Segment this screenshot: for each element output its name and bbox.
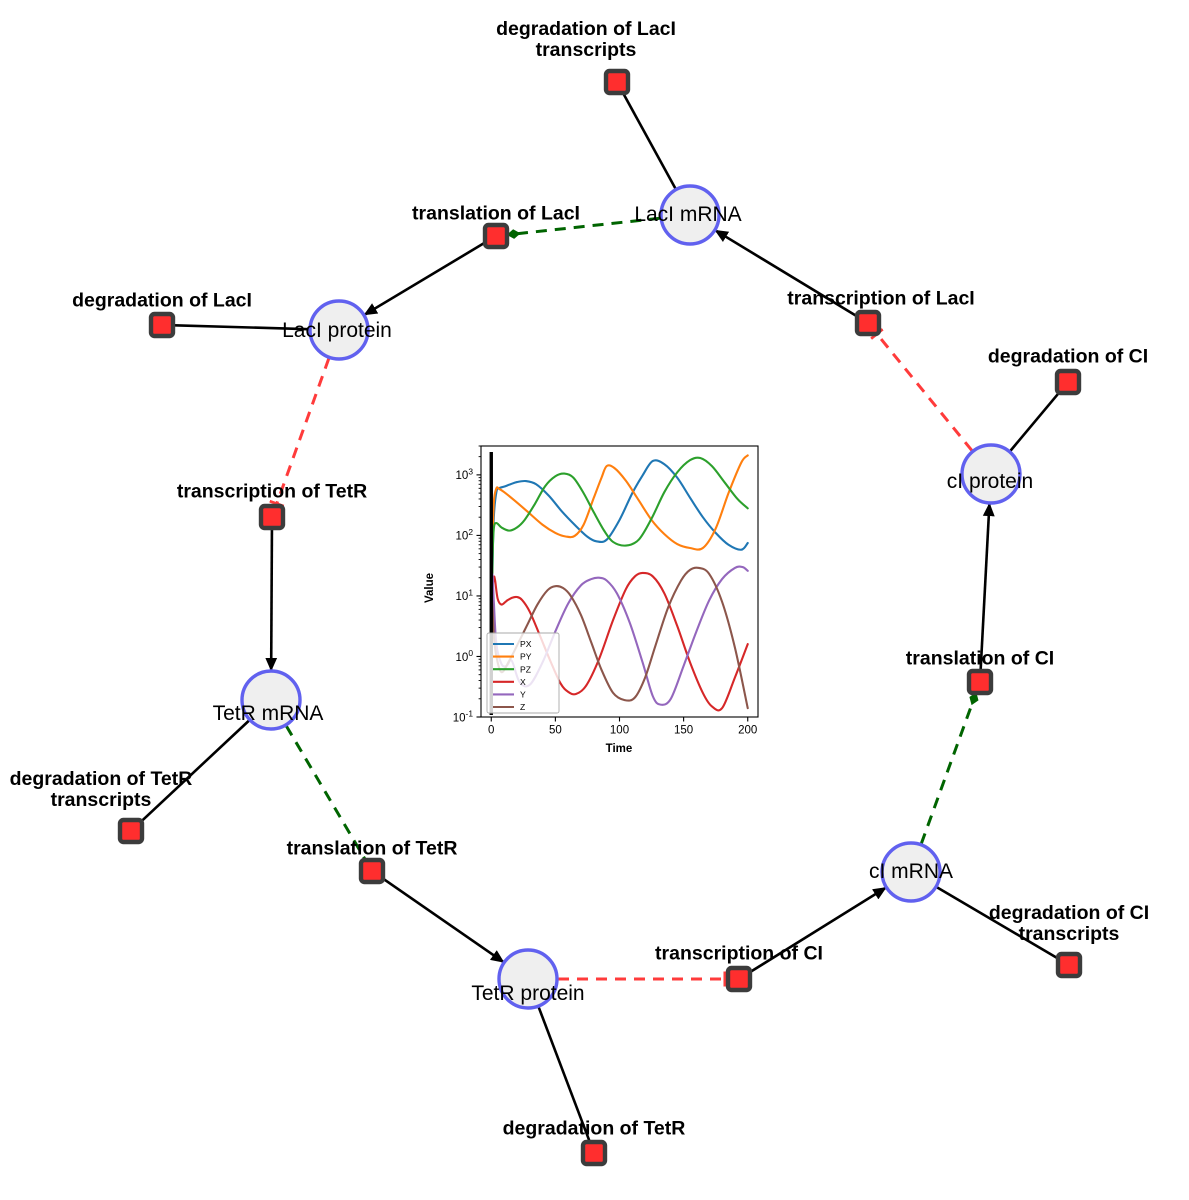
species-label: TetR protein [471, 982, 585, 1005]
species-node[interactable] [960, 443, 1022, 505]
edge-product [363, 241, 487, 316]
edge-product [265, 528, 278, 672]
reaction-node[interactable] [358, 857, 386, 885]
legend-box [486, 632, 560, 714]
reaction-node[interactable] [1055, 951, 1083, 979]
series-line-X [490, 571, 749, 712]
reaction-node[interactable] [580, 1139, 608, 1167]
edge-product [138, 719, 250, 824]
chart-legend: PX PY PZ XYZ [486, 632, 560, 714]
node-layer [117, 68, 1083, 1167]
legend-label-PY: PY [520, 652, 532, 662]
edge-product [748, 886, 887, 974]
species-node[interactable] [497, 948, 559, 1010]
legend-label-PX: PX [520, 639, 532, 649]
reaction-label: transcription of TetR [176, 480, 368, 503]
y-tick-label: 100 [456, 648, 474, 664]
y-tick-label: 101 [456, 588, 474, 604]
reaction-label: translation of CI [905, 647, 1055, 670]
reaction-label: degradation of CI [987, 345, 1149, 368]
edge-modifier [919, 692, 979, 845]
species-node[interactable] [659, 184, 721, 246]
edge-layer [138, 91, 1062, 1143]
legend-label-X: X [520, 677, 526, 687]
edge-inhibition [269, 357, 331, 508]
reaction-label: translation of LacI [412, 202, 580, 225]
series-line-PX [490, 459, 749, 658]
species-node[interactable] [240, 669, 302, 731]
legend-label-Z: Z [520, 702, 525, 712]
y-axis-minor-ticks [478, 445, 481, 700]
series-line-PY [490, 454, 749, 658]
y-tick-label: 103 [456, 467, 474, 483]
x-tick-label: 200 [738, 725, 757, 737]
species-label: LacI protein [282, 319, 392, 342]
reaction-node[interactable] [725, 965, 753, 993]
reaction-node[interactable] [966, 668, 994, 696]
reaction-label: degradation of TetR [502, 1117, 686, 1140]
chart-svg: 10-1 100 101 102 103 0 50 100 150 200 Value Time… [424, 445, 759, 755]
reaction-node[interactable] [258, 503, 286, 531]
reaction-node[interactable] [854, 309, 882, 337]
species-node[interactable] [308, 299, 370, 361]
reaction-label: degradation of TetR transcripts [9, 767, 193, 811]
species-label: cI mRNA [869, 860, 953, 883]
species-label: TetR mRNA [212, 702, 324, 725]
edge-product [1009, 390, 1062, 452]
reaction-label: transcription of CI [655, 942, 823, 965]
edge-product [537, 1006, 591, 1143]
reaction-label: translation of TetR [286, 837, 458, 860]
edge-product [173, 324, 310, 331]
edge-product [714, 229, 859, 318]
inset-timecourse-chart: 10-1 100 101 102 103 0 50 100 150 200 Value Time… [411, 428, 761, 758]
edge-product [381, 876, 505, 963]
y-tick-label: 10-1 [453, 709, 474, 725]
reaction-label: degradation of LacI [72, 289, 252, 312]
x-tick-label: 150 [674, 725, 693, 737]
edge-product [979, 502, 995, 671]
edge-product [936, 886, 1060, 961]
x-tick-label: 50 [549, 725, 562, 737]
x-tick-label: 100 [610, 725, 629, 737]
reaction-label: degradation of LacI transcripts [496, 17, 676, 61]
series-line-PZ [490, 456, 749, 658]
y-axis-title: Value [424, 573, 436, 603]
reaction-label: degradation of CI transcripts [988, 901, 1150, 945]
reaction-node[interactable] [1054, 368, 1082, 396]
legend-label-Y: Y [520, 690, 526, 700]
reaction-node[interactable] [603, 68, 631, 96]
x-axis-title: Time [606, 743, 633, 755]
reaction-node[interactable] [117, 817, 145, 845]
x-tick-label: 0 [488, 725, 494, 737]
y-tick-label: 102 [456, 527, 474, 543]
x-axis-ticks: 0 50 100 150 200 [488, 717, 757, 737]
y-axis-ticks: 10-1 100 101 102 103 [453, 467, 481, 725]
edge-modifier [506, 216, 661, 239]
reaction-node[interactable] [482, 222, 510, 250]
species-node[interactable] [880, 841, 942, 903]
species-label: cI protein [946, 470, 1034, 493]
reaction-label: transcription of LacI [787, 287, 975, 310]
edge-modifier [284, 725, 368, 862]
edge-product [621, 91, 677, 190]
legend-label-PZ: PZ [520, 664, 531, 674]
edge-inhibition [870, 328, 974, 452]
species-label: LacI mRNA [634, 203, 742, 226]
reaction-node[interactable] [148, 311, 176, 339]
